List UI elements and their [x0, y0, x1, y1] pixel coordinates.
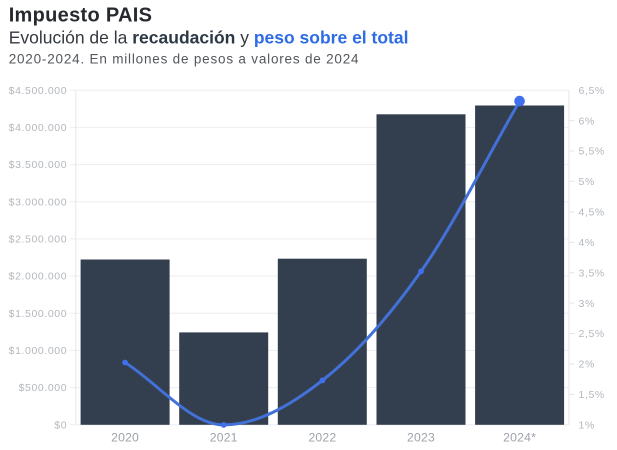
svg-text:Evolución de la recaudación y: Evolución de la recaudación y peso sobre…	[9, 28, 409, 48]
svg-text:1,5%: 1,5%	[579, 389, 605, 401]
svg-text:4%: 4%	[579, 237, 595, 249]
svg-text:$1.000.000: $1.000.000	[9, 345, 68, 357]
svg-text:$500.000: $500.000	[19, 382, 68, 394]
svg-text:2020: 2020	[111, 430, 139, 444]
svg-text:6,5%: 6,5%	[579, 85, 605, 97]
svg-text:4,5%: 4,5%	[579, 207, 605, 219]
svg-text:$0: $0	[54, 419, 67, 431]
svg-text:$2.000.000: $2.000.000	[9, 271, 68, 283]
svg-text:$3.500.000: $3.500.000	[9, 159, 68, 171]
svg-text:$3.000.000: $3.000.000	[9, 196, 68, 208]
svg-text:1%: 1%	[579, 420, 595, 432]
svg-text:$4.500.000: $4.500.000	[9, 85, 68, 97]
svg-text:5%: 5%	[579, 176, 595, 188]
svg-text:$1.500.000: $1.500.000	[9, 308, 68, 320]
svg-text:2024*: 2024*	[503, 430, 536, 444]
svg-text:2020-2024. En millones de peso: 2020-2024. En millones de pesos a valore…	[9, 51, 360, 66]
svg-text:$2.500.000: $2.500.000	[9, 234, 68, 246]
svg-text:2021: 2021	[210, 430, 238, 444]
svg-text:$4.000.000: $4.000.000	[9, 122, 68, 134]
svg-text:3%: 3%	[579, 298, 595, 310]
svg-text:5,5%: 5,5%	[579, 146, 605, 158]
svg-text:2,5%: 2,5%	[579, 328, 605, 340]
svg-text:Impuesto PAIS: Impuesto PAIS	[9, 5, 153, 27]
svg-text:6%: 6%	[579, 115, 595, 127]
svg-text:3,5%: 3,5%	[579, 267, 605, 279]
svg-text:2%: 2%	[579, 359, 595, 371]
svg-text:2022: 2022	[308, 430, 336, 444]
svg-text:2023: 2023	[407, 430, 435, 444]
